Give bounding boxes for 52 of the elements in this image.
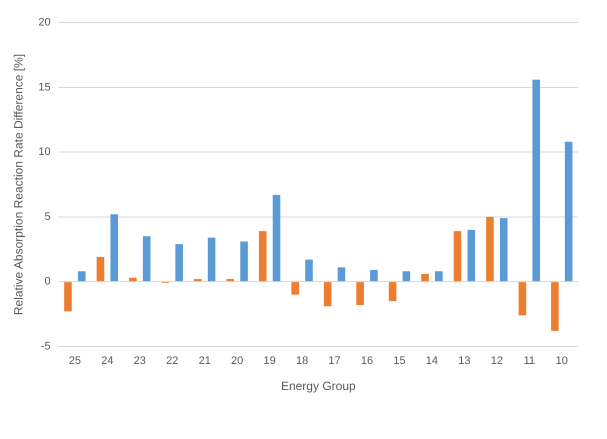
x-tick-label: 24 xyxy=(101,355,114,368)
bar xyxy=(500,218,508,282)
bar xyxy=(518,282,526,316)
bar xyxy=(551,282,559,331)
bar xyxy=(96,257,104,282)
bar xyxy=(338,267,346,282)
bar xyxy=(564,142,572,282)
y-tick-label: 10 xyxy=(38,146,51,158)
x-tick-label: 12 xyxy=(490,355,503,368)
x-tick-label: 13 xyxy=(458,355,471,368)
x-tick-label: 11 xyxy=(524,355,536,368)
x-tick-label: 10 xyxy=(556,355,568,368)
bar xyxy=(142,236,150,282)
bar xyxy=(532,80,540,282)
bar xyxy=(324,282,332,306)
y-tick-label: 0 xyxy=(44,276,51,288)
x-tick-label: 21 xyxy=(198,355,211,368)
x-tick-label: 22 xyxy=(166,355,178,368)
bar xyxy=(370,270,378,282)
bar xyxy=(388,282,396,302)
x-tick-label: 23 xyxy=(134,355,146,368)
bar xyxy=(78,271,86,282)
x-tick-label: 19 xyxy=(264,355,276,368)
bar xyxy=(454,231,462,282)
bar xyxy=(272,194,280,282)
bar xyxy=(110,214,118,282)
bar xyxy=(467,230,476,282)
bar xyxy=(258,231,267,282)
bar xyxy=(208,238,216,282)
x-tick-label: 20 xyxy=(231,355,244,368)
x-axis-title: Energy Group xyxy=(280,379,356,394)
x-tick-label: 15 xyxy=(393,355,406,368)
bar xyxy=(291,282,299,295)
x-tick-label: 18 xyxy=(296,355,308,368)
bar xyxy=(356,282,364,305)
y-tick-label: -5 xyxy=(40,340,51,352)
x-tick-label: 17 xyxy=(328,355,341,368)
y-tick-label: 20 xyxy=(38,16,51,29)
bar xyxy=(305,260,313,282)
bar xyxy=(64,282,72,312)
x-tick-label: 25 xyxy=(68,355,81,368)
y-tick-label: 5 xyxy=(44,210,51,223)
x-tick-label: 14 xyxy=(426,355,438,368)
y-tick-label: 15 xyxy=(38,81,51,94)
bar xyxy=(435,271,443,282)
bar xyxy=(240,241,248,282)
bar xyxy=(421,274,429,282)
bar xyxy=(486,216,494,282)
bar xyxy=(402,271,410,282)
x-tick-label: 16 xyxy=(360,355,374,368)
y-axis-title: Relative Absorption Reaction Rate Difference [%] xyxy=(12,54,26,316)
bar xyxy=(175,244,183,282)
